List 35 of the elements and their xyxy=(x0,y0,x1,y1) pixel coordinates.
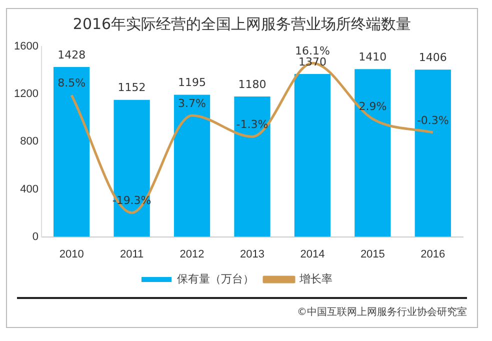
x-tick-label: 2010 xyxy=(59,248,84,260)
bar xyxy=(174,94,210,237)
x-tick-label: 2014 xyxy=(300,248,325,260)
bar xyxy=(114,100,150,237)
y-tick-label: 1200 xyxy=(14,88,38,100)
x-tick-label: 2012 xyxy=(180,248,204,260)
data-label: 1195 xyxy=(178,76,206,90)
x-tick-label: 2016 xyxy=(420,248,446,260)
bar xyxy=(354,69,391,237)
data-label: 2.9% xyxy=(358,100,387,114)
data-label: 1428 xyxy=(58,48,86,62)
data-label: 1406 xyxy=(418,51,447,64)
x-tick-label: 2013 xyxy=(240,248,264,260)
text: ©中国互联网上网服务行业协会研究室 xyxy=(297,306,467,319)
data-label: -1.3% xyxy=(236,118,268,131)
data-label: -0.3% xyxy=(416,114,449,127)
data-label: 1180 xyxy=(238,78,266,91)
data-label: 16.1% xyxy=(294,44,330,58)
data-label: 1152 xyxy=(118,81,146,94)
bar xyxy=(234,96,270,237)
y-tick-label: 0 xyxy=(32,230,38,243)
bar xyxy=(414,70,451,237)
data-label: 3.7% xyxy=(178,96,206,110)
x-tick-label: 2011 xyxy=(120,248,144,260)
bar xyxy=(54,67,90,237)
data-label: 8.5% xyxy=(58,76,86,90)
data-label: 1410 xyxy=(358,50,387,64)
bar xyxy=(294,74,331,237)
x-tick-label: 2015 xyxy=(360,248,385,260)
chart-title: 2016年实际经营的全国上网服务营业场所终端数量 xyxy=(72,15,412,34)
y-tick-label: 800 xyxy=(20,136,38,148)
legend-label: 增长率 xyxy=(298,272,332,286)
y-tick-label: 1600 xyxy=(14,40,38,53)
legend-label: 保有量（万台） xyxy=(177,272,254,286)
y-tick-label: 400 xyxy=(20,183,38,196)
